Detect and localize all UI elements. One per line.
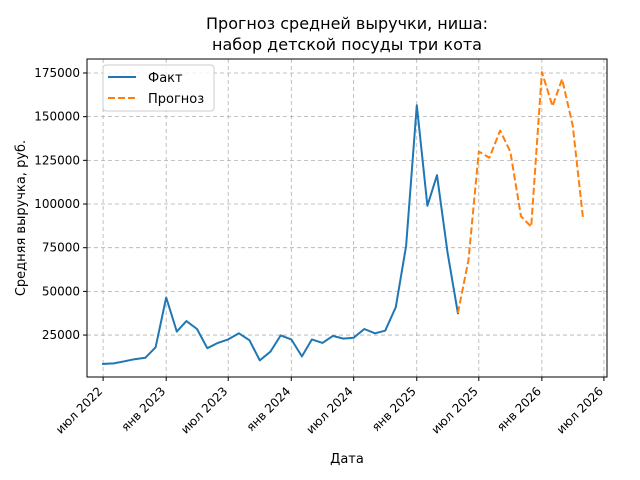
y-axis: 25000 50000 75000 100000 125000 150000 175000 [34, 66, 87, 342]
x-axis-label: Дата [330, 452, 364, 467]
y-tick-label: 75000 [42, 241, 80, 255]
y-tick-label: 100000 [34, 197, 80, 211]
y-tick-label: 125000 [34, 153, 80, 167]
chart-title-line-1: Прогноз средней выручки, ниша: [206, 14, 488, 33]
legend-label-fact: Факт [148, 71, 183, 86]
legend: Факт Прогноз [102, 64, 215, 112]
series-line-forecast [456, 71, 584, 314]
y-tick-label: 150000 [34, 110, 80, 124]
y-tick-label: 50000 [42, 284, 80, 298]
plot-area-frame [86, 58, 608, 378]
series-layer [102, 71, 584, 365]
grid [87, 59, 607, 377]
y-tick-label: 175000 [34, 66, 80, 80]
y-tick-label: 25000 [42, 328, 80, 342]
chart-title-line-2: набор детской посуды три кота [212, 35, 482, 54]
y-axis-label: Средняя выручка, руб. [14, 140, 29, 296]
legend-label-forecast: Прогноз [148, 92, 204, 107]
series-line-fact [102, 104, 460, 365]
